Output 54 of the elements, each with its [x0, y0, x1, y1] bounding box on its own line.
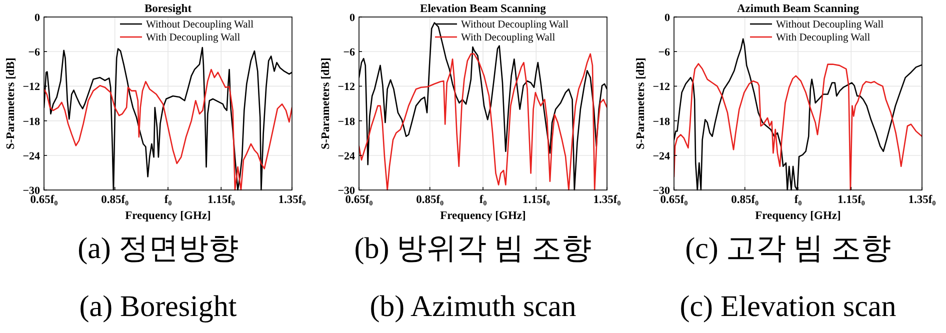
text: (c) Elevation scan	[680, 290, 896, 323]
legend-label: Without Decoupling Wall	[776, 20, 884, 30]
text: (a) Boresight	[79, 290, 238, 323]
x-tick-label: 1.15f₀	[522, 194, 550, 206]
y-tick-label: −6	[658, 46, 670, 59]
x-tick-label: 1.15f₀	[207, 194, 236, 206]
chart-title: Boresight	[144, 3, 192, 15]
y-tick-label: −12	[338, 81, 356, 94]
y-tick-label: −24	[652, 150, 670, 162]
y-tick-label: −12	[22, 81, 40, 94]
y-axis-title: S-Parameters [dB]	[320, 58, 332, 150]
y-tick-label: −6	[343, 46, 356, 59]
y-tick-label: −24	[22, 150, 40, 162]
x-tick-label: 0.85f₀	[731, 194, 760, 206]
chart-title: Elevation Beam Scanning	[420, 3, 546, 15]
text: (b) Azimuth scan	[370, 290, 576, 323]
x-tick-label: 1.15f₀	[837, 194, 866, 206]
x-tick-label: 0.85f₀	[416, 194, 444, 206]
y-tick-label: 0	[664, 12, 670, 24]
y-tick-label: 0	[34, 12, 40, 24]
chart-title: Azimuth Beam Scanning	[736, 3, 860, 15]
x-tick-label: 1.35f₀	[278, 194, 306, 206]
legend-label: With Decoupling Wall	[146, 32, 240, 44]
text: (b) 방위각 빔 조향	[354, 232, 592, 265]
legend-label: Without Decoupling Wall	[146, 20, 254, 30]
legend-label: With Decoupling Wall	[461, 32, 556, 44]
x-tick-label: f₀	[164, 194, 172, 206]
line-series	[359, 53, 607, 191]
legend-label: With Decoupling Wall	[776, 32, 870, 44]
x-tick-label: 0.65f₀	[345, 194, 374, 206]
x-axis-title: Frequency [GHz]	[125, 210, 211, 222]
text: (a) 정면방향	[78, 232, 238, 265]
x-tick-label: 0.65f₀	[30, 194, 58, 206]
y-tick-label: −18	[652, 116, 670, 128]
y-axis-title: S-Parameters [dB]	[635, 58, 647, 150]
x-tick-label: 0.85f₀	[101, 194, 130, 206]
y-tick-label: −12	[652, 81, 670, 94]
x-axis-title: Frequency [GHz]	[755, 210, 841, 222]
x-tick-label: f₀	[479, 194, 488, 206]
x-tick-label: 0.65f₀	[660, 194, 688, 206]
line-series	[44, 68, 292, 191]
x-axis-title: Frequency [GHz]	[440, 210, 526, 222]
x-tick-label: 1.35f₀	[908, 194, 936, 206]
legend-label: Without Decoupling Wall	[461, 20, 569, 30]
y-tick-label: −24	[338, 150, 356, 162]
y-tick-label: −18	[338, 116, 356, 128]
line-series	[674, 63, 922, 191]
y-tick-label: −6	[28, 46, 40, 59]
y-tick-label: 0	[350, 12, 356, 24]
x-tick-label: 1.35f₀	[593, 194, 622, 206]
text: (c) 고각 빔 조향	[685, 232, 891, 265]
y-axis-title: S-Parameters [dB]	[5, 58, 17, 150]
x-tick-label: f₀	[794, 194, 802, 206]
y-tick-label: −18	[22, 116, 40, 128]
